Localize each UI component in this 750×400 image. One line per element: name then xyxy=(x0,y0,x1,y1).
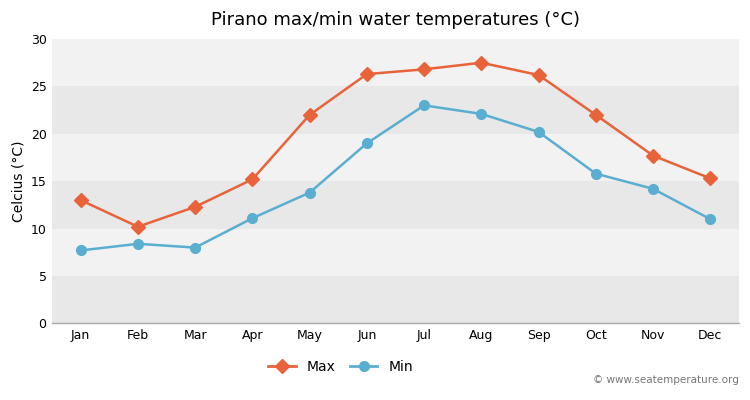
Bar xyxy=(52,276,739,324)
Bar xyxy=(52,134,739,181)
Bar xyxy=(52,229,739,276)
Bar xyxy=(52,181,739,229)
Y-axis label: Celcius (°C): Celcius (°C) xyxy=(11,140,25,222)
Title: Pirano max/min water temperatures (°C): Pirano max/min water temperatures (°C) xyxy=(211,11,580,29)
Bar xyxy=(52,86,739,134)
Legend: Max, Min: Max, Min xyxy=(262,354,419,379)
Bar xyxy=(52,39,739,86)
Text: © www.seatemperature.org: © www.seatemperature.org xyxy=(593,375,739,385)
